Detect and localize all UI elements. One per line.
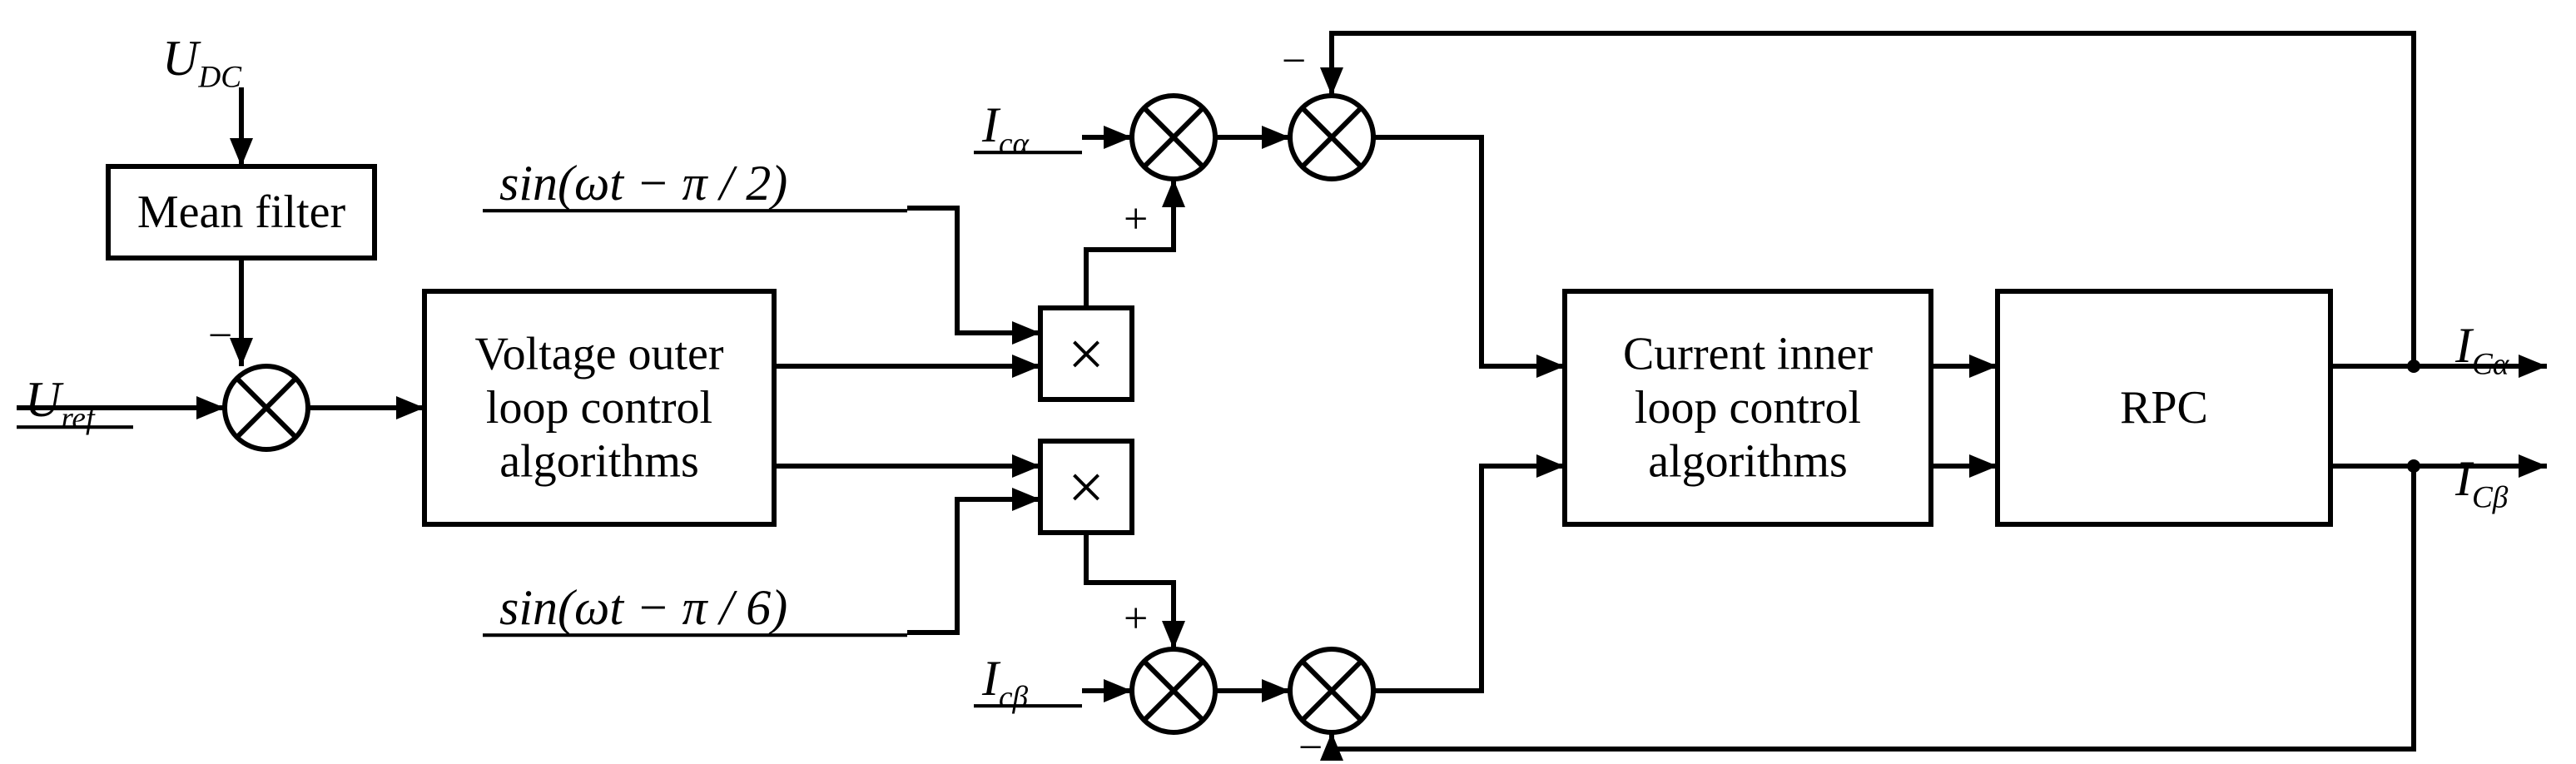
block-voltage_loop-line1: loop control: [486, 382, 712, 434]
block-mult_bot-symbol: ×: [1068, 451, 1104, 523]
label-sin_bot: sin(ωt − π / 6): [499, 580, 787, 635]
control-block-diagram: Mean filterVoltage outerloop controlalgo…: [0, 0, 2576, 764]
sign-top_minus: −: [1282, 37, 1306, 85]
wire-serr_top_to_ci: [1373, 137, 1565, 366]
label-sin_top: sin(ωt − π / 2): [499, 156, 787, 211]
label-i_ca_out: ICα: [2454, 318, 2510, 381]
sign-uref_minus: −: [208, 312, 232, 360]
block-voltage_loop-line2: algorithms: [499, 435, 699, 487]
wire-sin_bot_wire: [907, 499, 1040, 633]
block-mean_filter-line0: Mean filter: [137, 186, 346, 238]
block-current_loop-line0: Current inner: [1623, 329, 1873, 380]
wire-sin_top_wire: [907, 208, 1040, 333]
block-mult_top-symbol: ×: [1068, 318, 1104, 390]
block-current_loop-line2: algorithms: [1648, 435, 1848, 487]
block-voltage_loop-line0: Voltage outer: [474, 329, 723, 380]
label-i_cb_out: ICβ: [2454, 451, 2509, 514]
sign-icb_plus: +: [1124, 595, 1148, 642]
wire-serr_bot_to_ci: [1373, 466, 1565, 691]
block-rpc-line0: RPC: [2120, 382, 2208, 434]
sign-bot_minus: −: [1298, 724, 1323, 764]
label-u_dc: UDC: [162, 31, 242, 94]
block-current_loop-line1: loop control: [1635, 382, 1861, 434]
sign-ica_plus: +: [1124, 196, 1148, 243]
